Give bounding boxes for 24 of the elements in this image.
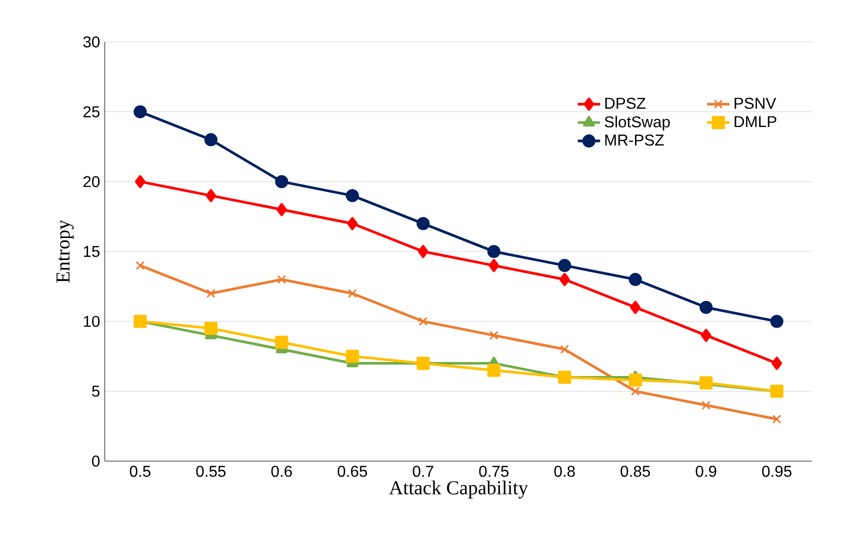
- x-tick-label: 0.75: [479, 466, 508, 477]
- legend-label: DPSZ: [605, 98, 646, 109]
- x-tick-label: 0.6: [271, 466, 292, 477]
- x-tick-label: 0.8: [554, 466, 575, 477]
- legend-label: SlotSwap: [604, 116, 670, 130]
- y-tick-label: 15: [84, 246, 100, 257]
- x-tick-label: 0.55: [196, 466, 226, 477]
- x-tick-label: 0.7: [412, 466, 434, 477]
- y-tick-label: 30: [83, 36, 100, 48]
- x-tick-label: 0.9: [696, 466, 716, 477]
- y-tick-label: 10: [84, 316, 100, 327]
- x-tick-label: 0.85: [620, 466, 650, 477]
- legend-label: MR-PSZ: [605, 134, 664, 146]
- x-tick-label: 0.65: [338, 466, 368, 477]
- x-tick-label: 0.95: [762, 466, 792, 477]
- y-tick-label: 5: [92, 386, 100, 397]
- y-axis-title: Entropy: [56, 220, 74, 283]
- y-tick-label: 25: [83, 106, 100, 118]
- x-axis-title: Attack Capability: [389, 480, 528, 498]
- y-tick-label: 0: [92, 455, 100, 467]
- legend-label: PSNV: [734, 98, 776, 109]
- y-tick-label: 20: [83, 176, 100, 188]
- x-tick-label: 0.5: [130, 466, 150, 477]
- legend-label: DMLP: [734, 116, 776, 127]
